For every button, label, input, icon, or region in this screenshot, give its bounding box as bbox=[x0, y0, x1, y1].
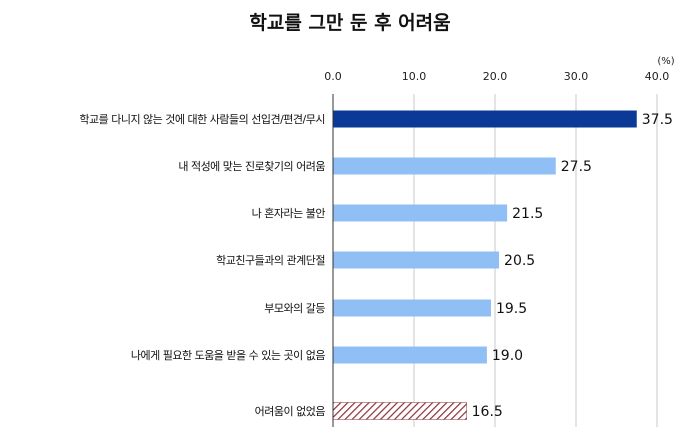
value-label: 19.5 bbox=[496, 301, 527, 317]
value-labels: 37.5 27.5 21.5 20.5 19.5 19.0 16.5 bbox=[472, 112, 673, 420]
category-label: 나 혼자라는 불안 bbox=[252, 207, 326, 220]
tick-label: 40.0 bbox=[645, 70, 670, 83]
bar bbox=[333, 251, 500, 269]
x-axis-ticks: 0.0 10.0 20.0 30.0 40.0 bbox=[324, 70, 669, 83]
tick-label: 20.0 bbox=[483, 70, 508, 83]
value-label: 21.5 bbox=[512, 206, 543, 222]
bars bbox=[332, 110, 637, 420]
bar bbox=[332, 402, 467, 420]
tick-label: 30.0 bbox=[564, 70, 589, 83]
category-label: 학교친구들과의 관계단절 bbox=[216, 254, 325, 267]
bar bbox=[333, 299, 491, 317]
tick-label: 10.0 bbox=[402, 70, 427, 83]
unit-label: (%) bbox=[657, 56, 674, 67]
category-label: 어려움이 없었음 bbox=[255, 405, 326, 418]
bar bbox=[333, 204, 508, 222]
value-label: 16.5 bbox=[472, 404, 503, 420]
bar bbox=[333, 110, 637, 128]
category-label: 나에게 필요한 도움을 받을 수 있는 곳이 없음 bbox=[131, 349, 326, 362]
category-labels: 학교를 다니지 않는 것에 대한 사람들의 선입견/편견/무시내 적성에 맞는 … bbox=[79, 113, 326, 418]
chart-title: 학교를 그만 둔 후 어려움 bbox=[249, 12, 450, 34]
category-label: 내 적성에 맞는 진로찾기의 어려움 bbox=[178, 160, 325, 173]
value-label: 20.5 bbox=[504, 253, 535, 269]
bar bbox=[333, 157, 556, 175]
category-label: 학교를 다니지 않는 것에 대한 사람들의 선입견/편견/무시 bbox=[79, 113, 325, 126]
value-label: 27.5 bbox=[561, 159, 592, 175]
bar bbox=[333, 346, 487, 364]
category-label: 부모와의 갈등 bbox=[264, 301, 325, 315]
value-label: 37.5 bbox=[642, 112, 673, 128]
value-label: 19.0 bbox=[492, 348, 523, 364]
tick-label: 0.0 bbox=[324, 70, 342, 83]
